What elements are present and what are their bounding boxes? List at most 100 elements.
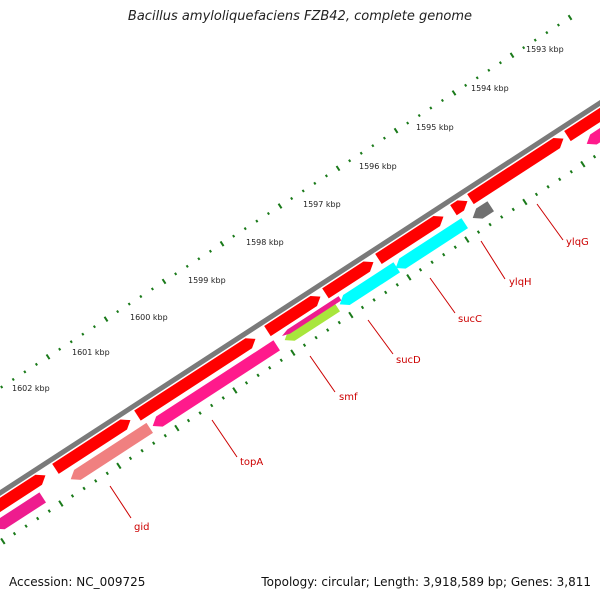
scale-tick xyxy=(244,381,249,385)
scale-tick xyxy=(556,23,560,27)
scale-tick xyxy=(314,335,318,340)
accession-text: Accession: NC_009725 xyxy=(9,575,146,589)
gene-ylqH xyxy=(472,201,494,219)
scale-tick xyxy=(232,234,236,238)
kbp-label: 1599 kbp xyxy=(188,276,226,285)
scale-tick xyxy=(545,31,549,35)
scale-tick xyxy=(208,249,212,253)
scale-tick xyxy=(324,174,328,178)
scale-tick xyxy=(313,181,317,185)
scale-tick xyxy=(105,471,109,476)
scale-tick xyxy=(592,154,597,159)
scale-tick xyxy=(23,370,27,374)
scale-tick xyxy=(92,325,96,329)
scale-tick xyxy=(522,198,528,206)
gene-sucC xyxy=(395,218,468,269)
gene-label-ylqH: ylqH xyxy=(509,277,532,288)
scale-tick xyxy=(36,516,40,521)
scale-tick xyxy=(384,290,388,295)
forward-gene-arrow xyxy=(564,107,600,142)
scale-tick xyxy=(161,278,167,285)
forward-gene-arrow xyxy=(375,216,444,264)
scale-tick xyxy=(534,192,539,197)
scale-tick xyxy=(70,494,75,498)
scale-tick xyxy=(348,311,354,319)
kbp-label: 1597 kbp xyxy=(303,200,341,209)
gene-sucD xyxy=(339,262,400,306)
gene-features xyxy=(0,107,600,530)
forward-gene-arrow xyxy=(0,474,46,513)
scale-tick xyxy=(81,332,85,336)
scale-tick xyxy=(139,294,143,299)
scale-tick xyxy=(488,222,492,227)
forward-gene-arrow xyxy=(264,295,321,337)
scale-tick xyxy=(277,203,283,209)
forward-gene-arrow xyxy=(52,419,131,474)
scale-tick xyxy=(232,387,238,394)
scale-tick xyxy=(406,121,410,125)
scale-tick xyxy=(440,98,444,103)
scale-tick xyxy=(58,500,64,507)
scale-tick xyxy=(186,418,191,423)
scale-tick xyxy=(24,524,28,528)
gene-smf xyxy=(284,301,340,341)
gene-label-topA: topA xyxy=(240,457,263,468)
scale-tick xyxy=(429,106,433,110)
kbp-label: 1594 kbp xyxy=(471,84,509,93)
scale-tick xyxy=(360,305,365,310)
scale-tick xyxy=(150,287,154,291)
scale-tick xyxy=(243,227,247,231)
scale-tick xyxy=(372,298,376,302)
scale-tick xyxy=(546,185,550,189)
scale-tick xyxy=(464,83,468,87)
kbp-labels: 1593 kbp 1594 kbp 1595 kbp 1596 kbp 1597 kbp… xyxy=(12,45,564,393)
scale-tick xyxy=(219,240,225,247)
gene-callouts: ylqG ylqH sucC sucD smf topA gid xyxy=(109,203,589,533)
scale-tick xyxy=(348,159,352,163)
scale-tick xyxy=(0,385,4,389)
scale-tick xyxy=(12,531,17,536)
scale-tick xyxy=(94,479,98,483)
scale-tick xyxy=(509,52,515,59)
gene-label-sucC: sucC xyxy=(458,314,482,325)
scale-tick xyxy=(498,61,502,65)
kbp-ticks xyxy=(0,14,597,545)
scale-tick xyxy=(442,252,446,257)
scale-tick xyxy=(152,441,156,445)
scale-tick xyxy=(476,230,481,234)
forward-gene-arrow xyxy=(322,261,374,299)
genome-title: Bacillus amyloliquefaciens FZB42, comple… xyxy=(127,9,473,24)
gene-label-smf: smf xyxy=(339,392,358,403)
scale-tick xyxy=(279,358,283,363)
scale-tick xyxy=(221,396,225,400)
scale-tick xyxy=(45,353,51,360)
scale-tick xyxy=(290,196,294,201)
gene-ylqG xyxy=(586,128,600,145)
scale-tick xyxy=(266,211,270,216)
kbp-label: 1602 kbp xyxy=(12,384,50,393)
scale-tick xyxy=(371,144,375,148)
scale-tick xyxy=(406,274,412,281)
scale-tick xyxy=(487,68,491,72)
callout-line-gid xyxy=(109,485,132,519)
scale-tick xyxy=(359,151,363,155)
scale-tick xyxy=(533,38,537,42)
scale-tick xyxy=(163,433,167,438)
scale-tick xyxy=(255,219,259,223)
scale-tick xyxy=(418,267,423,272)
scale-tick xyxy=(453,245,457,249)
scale-tick xyxy=(569,169,573,174)
genome-backbone xyxy=(0,100,600,496)
kbp-label: 1598 kbp xyxy=(246,238,284,247)
scale-tick xyxy=(197,257,201,261)
forward-gene-arrow xyxy=(134,338,256,421)
scale-tick xyxy=(382,136,386,140)
scale-tick xyxy=(500,215,504,219)
scale-tick xyxy=(103,316,109,322)
scale-tick xyxy=(69,340,73,344)
scale-tick xyxy=(580,160,586,168)
scale-tick xyxy=(301,189,305,193)
scale-tick xyxy=(464,236,470,243)
